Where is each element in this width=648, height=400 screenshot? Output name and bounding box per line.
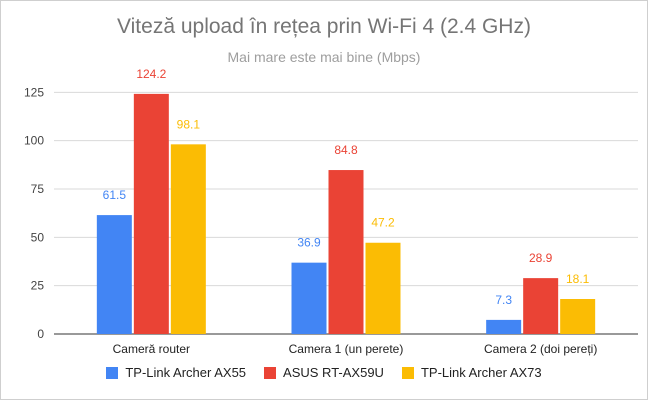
y-tick-label: 125 [24,85,44,99]
legend-swatch-series-0 [106,366,119,379]
chart-subtitle: Mai mare este mai bine (Mbps) [227,49,421,65]
bar-series-0 [291,262,327,334]
legend-item-series-1: ASUS RT-AX59U [264,365,384,380]
legend: TP-Link Archer AX55 ASUS RT-AX59U TP-Lin… [1,365,647,380]
legend-label-series-1: ASUS RT-AX59U [283,365,384,380]
y-tick-label: 50 [31,230,45,244]
bar-series-2 [365,242,401,334]
data-label-series-2: 47.2 [371,216,395,230]
legend-swatch-series-1 [264,366,277,379]
bar-series-2 [560,299,596,334]
data-label-series-0: 7.3 [495,293,512,307]
legend-label-series-2: TP-Link Archer AX73 [420,365,542,380]
chart-title: Viteză upload în rețea prin Wi-Fi 4 (2.4… [117,15,531,38]
bar-series-2 [170,144,206,334]
y-tick-label: 25 [31,279,45,293]
y-tick-label: 100 [24,134,44,148]
bar-series-1 [328,170,364,334]
data-label-series-1: 28.9 [529,251,553,265]
legend-label-series-0: TP-Link Archer AX55 [125,365,247,380]
legend-item-series-0: TP-Link Archer AX55 [106,365,246,380]
data-label-series-2: 98.1 [177,117,201,131]
bar-series-1 [133,93,169,334]
y-tick-label: 0 [37,327,44,341]
data-label-series-1: 84.8 [334,143,358,157]
category-label: Cameră router [113,342,190,356]
bar-series-0 [486,319,522,334]
y-tick-label: 75 [31,182,45,196]
data-label-series-2: 18.1 [566,272,590,286]
data-label-series-1: 124.2 [136,67,166,81]
category-label: Camera 2 (doi pereți) [484,342,597,356]
data-label-series-0: 36.9 [297,236,321,250]
data-label-series-0: 61.5 [103,188,127,202]
category-label: Camera 1 (un perete) [289,342,404,356]
bar-series-1 [523,278,559,334]
legend-item-series-2: TP-Link Archer AX73 [401,365,542,380]
bar-series-0 [96,215,132,334]
legend-swatch-series-2 [401,366,414,379]
